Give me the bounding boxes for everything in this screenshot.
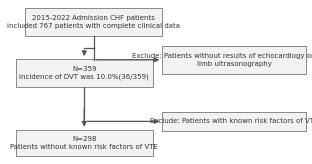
FancyBboxPatch shape (162, 112, 306, 131)
FancyBboxPatch shape (16, 130, 153, 156)
FancyBboxPatch shape (162, 46, 306, 74)
Text: 2015-2022 Admission CHF patients
included 767 patients with complete clinical da: 2015-2022 Admission CHF patients include… (7, 15, 180, 29)
Text: Exclude: Patients with known risk factors of VTE: Exclude: Patients with known risk factor… (150, 118, 312, 124)
FancyBboxPatch shape (25, 8, 162, 36)
FancyBboxPatch shape (16, 59, 153, 87)
Text: Exclude: Patients without results of echocardiogy or lower
limb ultrasonography: Exclude: Patients without results of ech… (132, 53, 312, 67)
Text: N=298
Patients without known risk factors of VTE: N=298 Patients without known risk factor… (10, 136, 158, 150)
Text: N=359
incidence of DVT was 10.0%(36/359): N=359 incidence of DVT was 10.0%(36/359) (19, 66, 149, 80)
